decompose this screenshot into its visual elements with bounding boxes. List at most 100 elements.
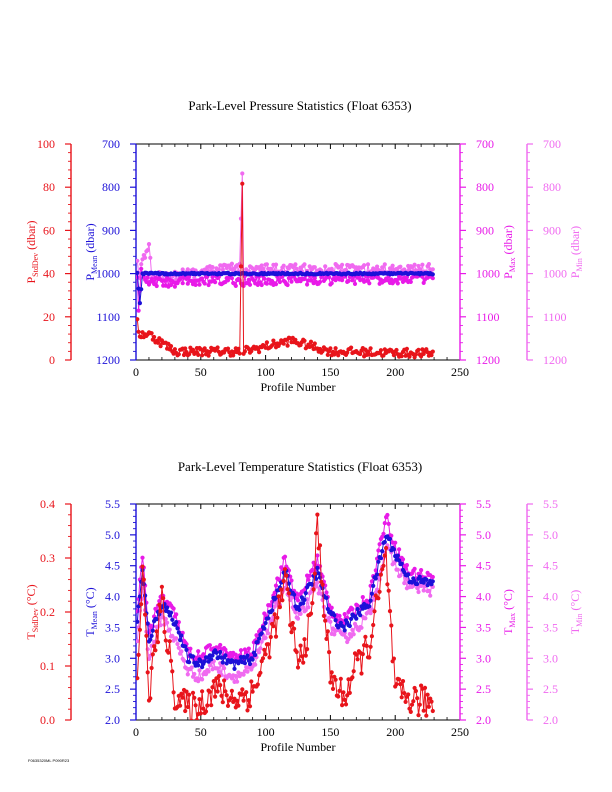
data-point-mean <box>223 653 228 658</box>
data-point-mean <box>178 638 183 643</box>
x-tick-label: 0 <box>133 725 139 739</box>
x-tick-label: 150 <box>321 365 339 379</box>
data-point-stddev <box>280 598 285 603</box>
data-point-stddev <box>340 703 345 708</box>
data-point-stddev <box>380 567 385 572</box>
data-point-stddev <box>178 703 183 708</box>
data-point-min <box>415 585 420 591</box>
data-point-stddev <box>238 692 244 697</box>
data-point-stddev <box>154 629 159 634</box>
data-point-mean <box>292 592 297 597</box>
data-point-min <box>272 604 277 609</box>
data-point-mean <box>299 595 304 600</box>
data-point-max <box>285 282 290 288</box>
data-point-stddev <box>179 691 184 696</box>
y-axis-label-stddev: TStdDev (°C) <box>24 584 40 639</box>
data-point-min <box>328 619 333 624</box>
data-point-max <box>168 282 174 288</box>
data-point-max <box>254 633 259 638</box>
data-point-stddev <box>144 633 149 638</box>
data-point-mean <box>187 660 192 665</box>
data-point-stddev <box>149 331 154 336</box>
data-point-mean <box>417 574 422 579</box>
data-point-min <box>421 588 426 593</box>
data-point-max <box>180 281 185 286</box>
data-point-stddev <box>327 650 332 655</box>
data-point-stddev <box>399 695 404 700</box>
data-point-stddev <box>275 615 280 620</box>
y-tick-label-mean: 4.5 <box>105 559 120 573</box>
data-point-stddev <box>299 654 304 659</box>
data-point-stddev <box>168 658 174 664</box>
plot-frame <box>135 143 461 361</box>
data-point-stddev <box>381 353 386 358</box>
data-point-min <box>430 267 435 272</box>
data-point-mean <box>209 657 214 662</box>
data-point-stddev <box>429 699 434 704</box>
data-point-min <box>197 668 202 673</box>
data-point-min <box>293 610 298 615</box>
data-point-stddev <box>193 703 198 708</box>
data-point-stddev <box>394 682 399 687</box>
data-point-max <box>393 540 398 545</box>
data-point-stddev <box>136 652 141 658</box>
data-point-max <box>172 284 177 289</box>
data-point-max <box>218 642 223 648</box>
data-point-min <box>302 262 307 267</box>
data-point-stddev <box>286 591 291 596</box>
data-point-stddev <box>194 717 199 720</box>
data-point-mean <box>263 620 268 626</box>
data-point-mean <box>376 559 381 564</box>
data-point-min <box>286 266 291 271</box>
data-point-mean <box>176 630 181 635</box>
data-point-stddev <box>345 350 350 355</box>
data-point-stddev <box>333 677 338 682</box>
data-point-stddev <box>424 713 429 718</box>
data-point-stddev <box>376 596 381 601</box>
data-point-max <box>307 573 312 578</box>
data-point-min <box>266 631 271 636</box>
data-point-max <box>360 595 365 600</box>
data-point-stddev <box>371 622 376 628</box>
data-point-min <box>312 265 317 270</box>
data-point-min <box>398 573 403 578</box>
data-point-max <box>277 279 282 285</box>
data-point-stddev <box>271 624 276 629</box>
data-point-stddev <box>236 703 241 708</box>
data-point-mean <box>218 649 223 655</box>
data-point-stddev <box>368 644 373 649</box>
x-tick-label: 250 <box>451 365 469 379</box>
data-point-stddev <box>282 567 288 572</box>
data-point-min <box>258 646 263 651</box>
data-point-stddev <box>364 643 369 649</box>
data-point-stddev <box>294 649 299 655</box>
data-point-min <box>136 258 140 263</box>
data-point-mean <box>314 576 319 582</box>
data-point-stddev <box>266 642 271 647</box>
data-point-stddev <box>384 545 389 551</box>
data-point-stddev <box>222 350 227 355</box>
data-point-min <box>395 567 400 572</box>
data-point-max <box>171 606 176 611</box>
data-point-stddev <box>244 690 249 695</box>
data-point-min <box>356 628 361 633</box>
data-point-stddev <box>372 609 377 614</box>
series-stddev <box>136 181 435 360</box>
y-tick-label-max: 4.5 <box>476 559 491 573</box>
data-point-stddev <box>400 679 406 684</box>
data-point-stddev <box>279 587 284 592</box>
x-tick-label: 200 <box>386 365 404 379</box>
data-point-max <box>201 652 206 657</box>
data-point-max <box>259 282 264 288</box>
data-point-stddev <box>267 655 272 660</box>
data-point-stddev <box>262 647 267 652</box>
data-point-mean <box>149 633 154 639</box>
data-point-mean <box>421 580 426 585</box>
y-tick-label-mean: 5.0 <box>105 528 120 542</box>
data-point-stddev <box>317 543 323 548</box>
data-point-stddev <box>250 689 255 694</box>
data-point-stddev <box>203 709 209 714</box>
data-point-stddev <box>163 638 168 643</box>
data-point-stddev <box>224 693 229 698</box>
data-point-mean <box>174 620 179 625</box>
